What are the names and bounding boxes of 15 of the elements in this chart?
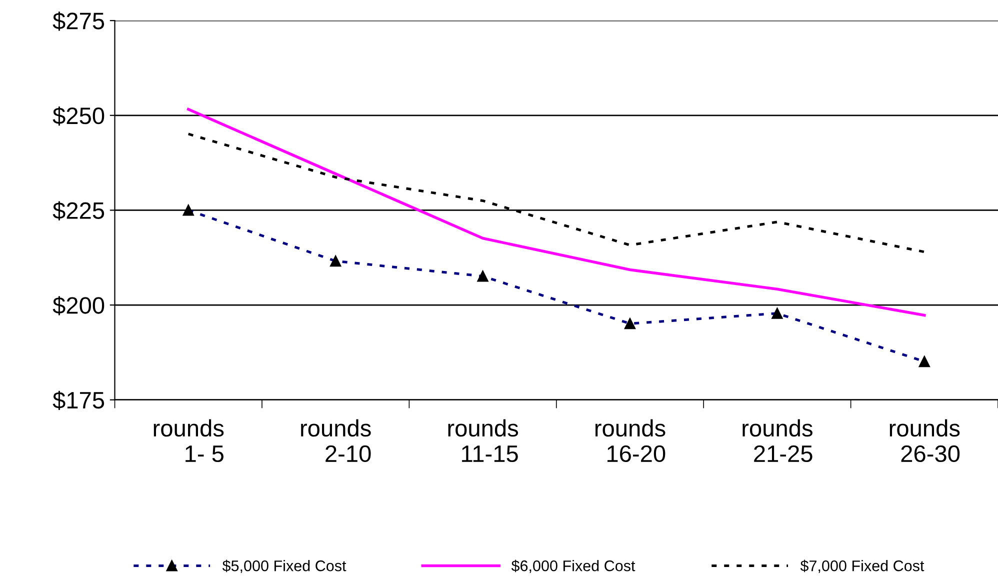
x-tick-label: rounds 11-15 (448, 419, 518, 462)
legend-label: $7,000 Fixed Cost (800, 560, 924, 574)
y-tick-label: $175 (52, 390, 104, 410)
y-tick-label: $225 (52, 201, 104, 220)
x-tick-label: rounds 2-10 (301, 419, 371, 462)
y-tick-label: $200 (52, 296, 104, 316)
x-tick-label: rounds 26-30 (890, 419, 960, 462)
legend-label: $6,000 Fixed Cost (511, 560, 636, 574)
x-tick-label: rounds 21-25 (742, 419, 812, 462)
x-tick-label: rounds 16-20 (595, 419, 666, 462)
x-tick-label: rounds 1- 5 (154, 419, 224, 462)
line-series (186, 108, 926, 317)
legend-label: $5,000 Fixed Cost (222, 560, 346, 574)
y-tick-label: $250 (52, 106, 104, 126)
y-tick-label: $275 (52, 12, 104, 31)
